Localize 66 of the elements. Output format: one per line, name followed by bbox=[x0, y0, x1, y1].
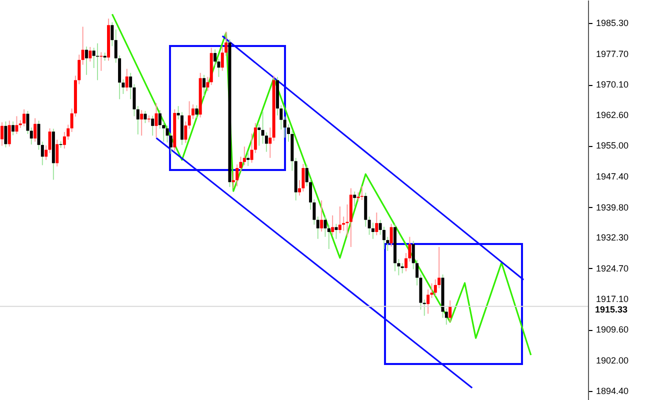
candlestick bbox=[144, 110, 147, 124]
candlestick bbox=[56, 139, 59, 167]
candlestick bbox=[302, 163, 305, 192]
candlestick bbox=[320, 200, 324, 232]
candlestick bbox=[206, 76, 210, 92]
candlestick bbox=[324, 216, 327, 238]
candlestick bbox=[195, 104, 198, 119]
candlestick bbox=[283, 116, 286, 138]
y-tick-label: 1985.30 bbox=[596, 18, 629, 28]
candlestick bbox=[4, 120, 8, 148]
candlestick bbox=[444, 308, 448, 326]
candlestick bbox=[84, 46, 88, 76]
y-tick-label: 1909.60 bbox=[596, 324, 629, 335]
candlestick bbox=[184, 120, 188, 144]
candlestick bbox=[316, 216, 320, 240]
y-tick-label: 1947.40 bbox=[596, 172, 629, 182]
candlestick bbox=[338, 206, 342, 234]
candlestick bbox=[30, 127, 33, 146]
candlestick bbox=[258, 124, 261, 146]
candlestick bbox=[125, 68, 128, 92]
candlestick bbox=[368, 216, 371, 236]
candlestick bbox=[34, 118, 37, 142]
y-tick-label: 1924.70 bbox=[596, 263, 629, 274]
y-tick-label: 1932.30 bbox=[596, 232, 629, 243]
candlestick bbox=[48, 128, 52, 154]
candlestick bbox=[268, 127, 272, 158]
ref-line-label: 1915.33 bbox=[595, 304, 628, 314]
candlestick bbox=[0, 122, 4, 146]
candlestick bbox=[140, 110, 144, 136]
candlestick bbox=[15, 116, 18, 135]
candlestick bbox=[448, 300, 452, 322]
y-tick-label: 1917.10 bbox=[596, 294, 629, 304]
candlestick bbox=[12, 120, 15, 136]
candlestick bbox=[26, 110, 30, 135]
candlestick bbox=[202, 74, 206, 96]
candlestick bbox=[364, 192, 368, 228]
candlestick bbox=[88, 46, 92, 62]
candlestick bbox=[37, 120, 40, 150]
candlestick bbox=[246, 151, 250, 166]
y-tick-label: 1962.60 bbox=[596, 110, 629, 120]
y-tick-label: 1894.40 bbox=[596, 386, 629, 396]
candlestick bbox=[154, 102, 158, 138]
y-tick-label: 1955.00 bbox=[596, 140, 629, 151]
y-tick-label: 1939.80 bbox=[596, 202, 629, 212]
y-tick-label: 1970.10 bbox=[596, 80, 629, 90]
candlestick bbox=[327, 224, 330, 250]
candlestick bbox=[44, 144, 48, 160]
candlestick bbox=[151, 115, 154, 136]
candlestick bbox=[81, 26, 84, 66]
candlestick bbox=[390, 223, 393, 248]
candlestick bbox=[331, 214, 334, 236]
candlestick bbox=[22, 108, 26, 127]
candlestick bbox=[400, 262, 404, 274]
candlestick bbox=[40, 141, 44, 166]
candlestick bbox=[375, 212, 378, 236]
candlestick bbox=[242, 146, 246, 166]
candlestick bbox=[353, 191, 356, 207]
line-series bbox=[111, 13, 532, 356]
candlestick bbox=[360, 186, 364, 200]
candlestick bbox=[136, 106, 140, 135]
candlestick bbox=[334, 223, 338, 240]
y-tick-label: 1977.70 bbox=[596, 48, 629, 59]
candlestick bbox=[8, 120, 11, 148]
y-tick-label: 1902.00 bbox=[596, 355, 629, 366]
candlestick bbox=[110, 22, 114, 47]
candlestick bbox=[188, 100, 191, 130]
